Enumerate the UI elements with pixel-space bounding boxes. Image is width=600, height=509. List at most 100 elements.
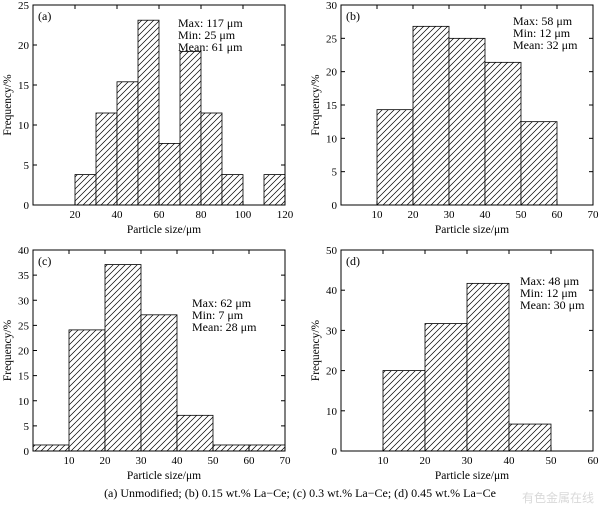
panel-label: (d): [346, 254, 360, 268]
x-tick-label: 20: [70, 209, 82, 221]
x-axis-label: Particle size/μm: [127, 470, 201, 482]
panel-label: (c): [38, 254, 51, 268]
x-tick-label: 20: [420, 455, 432, 467]
y-tick-label: 0: [332, 446, 338, 458]
y-tick-label: 30: [18, 295, 30, 307]
x-tick-label: 40: [172, 455, 184, 467]
y-tick-label: 40: [326, 285, 338, 297]
x-tick-label: 20: [100, 455, 112, 467]
histogram-bar: [484, 61, 522, 206]
x-tick-label: 10: [372, 209, 384, 221]
x-tick-label: 50: [546, 455, 558, 467]
histogram-bar: [382, 370, 426, 452]
y-tick-label: 35: [18, 270, 30, 282]
histogram-bar: [221, 174, 244, 206]
x-tick-label: 100: [235, 209, 252, 221]
y-tick-label: 15: [326, 100, 338, 112]
stat-line: Mean: 30 μm: [520, 298, 585, 312]
y-tick-label: 20: [326, 366, 338, 378]
y-axis-label: Frequency/%: [310, 319, 322, 381]
x-tick-label: 120: [277, 209, 294, 221]
stat-line: Mean: 28 μm: [192, 320, 257, 334]
y-tick-label: 10: [18, 120, 30, 132]
histogram-bar: [116, 81, 139, 206]
x-tick-label: 40: [480, 209, 492, 221]
stat-line: Min: 7 μm: [192, 308, 244, 322]
y-tick-label: 50: [326, 245, 338, 257]
histogram-bar: [448, 37, 486, 206]
x-axis-label: Particle size/μm: [435, 470, 509, 482]
stat-line: Min: 12 μm: [520, 286, 578, 300]
panel-a: 0 5 10 15 20 25 20 40 60 80 100 120 Particle size/μm…: [2, 0, 294, 236]
histogram-bar: [104, 264, 142, 452]
y-tick-label: 15: [18, 80, 30, 92]
y-axis-label: Frequency/%: [2, 74, 14, 136]
y-axis-label: Frequency/%: [310, 74, 322, 136]
histogram-bar: [95, 112, 118, 206]
x-tick-label: 50: [208, 455, 220, 467]
x-tick-label: 70: [280, 455, 292, 467]
y-tick-label: 20: [18, 346, 30, 358]
histogram-bar: [466, 282, 510, 452]
watermark: 有色金属在线: [521, 491, 594, 505]
x-tick-label: 30: [136, 455, 148, 467]
y-tick-label: 0: [24, 446, 30, 458]
y-tick-label: 5: [332, 167, 338, 179]
panel-label: (b): [346, 9, 360, 23]
stat-line: Min: 12 μm: [513, 26, 571, 40]
x-tick-label: 10: [64, 455, 76, 467]
x-tick-label: 10: [378, 455, 390, 467]
x-tick-label: 70: [588, 209, 600, 221]
x-tick-label: 30: [444, 209, 456, 221]
stat-line: Min: 25 μm: [178, 28, 236, 42]
y-tick-label: 5: [24, 421, 30, 433]
y-tick-label: 40: [18, 245, 30, 257]
y-tick-label: 10: [326, 406, 338, 418]
histogram-bar: [412, 25, 450, 206]
histogram-bar: [508, 423, 552, 452]
stat-line: Max: 48 μm: [520, 274, 580, 288]
histogram-bar: [179, 51, 202, 206]
y-tick-label: 30: [326, 0, 338, 12]
x-axis-label: Particle size/μm: [127, 224, 201, 236]
histogram-bar: [32, 444, 70, 452]
panel-c: 0 5 10 15 20 25 30 35 40 10 20 30 40 50 60 70 Particle s…: [2, 245, 291, 482]
y-tick-label: 25: [326, 33, 338, 45]
x-tick-label: 40: [112, 209, 124, 221]
histogram-bar: [158, 142, 181, 206]
stat-line: Max: 58 μm: [513, 14, 573, 28]
x-tick-label: 60: [154, 209, 166, 221]
y-tick-label: 30: [326, 325, 338, 337]
x-tick-label: 30: [462, 455, 474, 467]
y-tick-label: 20: [18, 40, 30, 52]
stat-line: Mean: 32 μm: [513, 38, 578, 52]
figure-caption: (a) Unmodified; (b) 0.15 wt.% La−Ce; (c)…: [104, 486, 496, 500]
histogram-bar: [176, 414, 214, 452]
histogram-bar: [376, 109, 414, 206]
histogram-bar: [200, 112, 223, 206]
y-tick-label: 0: [332, 200, 338, 212]
panel-b: 0 5 10 15 20 25 30 10 20 30 40 50 60 70 Particle size/…: [310, 0, 599, 236]
stat-line: Max: 62 μm: [192, 296, 252, 310]
x-tick-label: 80: [196, 209, 208, 221]
panel-d: 0 10 20 30 40 50 10 20 30 40 50 60 Particle size/μm F…: [310, 245, 599, 482]
histogram-bar: [140, 314, 178, 452]
histogram-bar: [137, 19, 160, 206]
histogram-bar: [74, 174, 97, 206]
y-tick-label: 5: [24, 160, 30, 172]
y-tick-label: 0: [24, 200, 30, 212]
histogram-bar: [248, 444, 286, 452]
y-tick-label: 10: [326, 133, 338, 145]
x-tick-label: 50: [516, 209, 528, 221]
stat-line: Max: 117 μm: [178, 16, 243, 30]
y-tick-label: 20: [326, 67, 338, 79]
x-tick-label: 40: [504, 455, 516, 467]
y-tick-label: 25: [18, 320, 30, 332]
histogram-bar: [212, 444, 250, 452]
histogram-bar: [424, 323, 468, 452]
x-tick-label: 60: [588, 455, 600, 467]
y-axis-label: Frequency/%: [2, 319, 14, 381]
y-tick-label: 10: [18, 396, 30, 408]
x-tick-label: 20: [408, 209, 420, 221]
